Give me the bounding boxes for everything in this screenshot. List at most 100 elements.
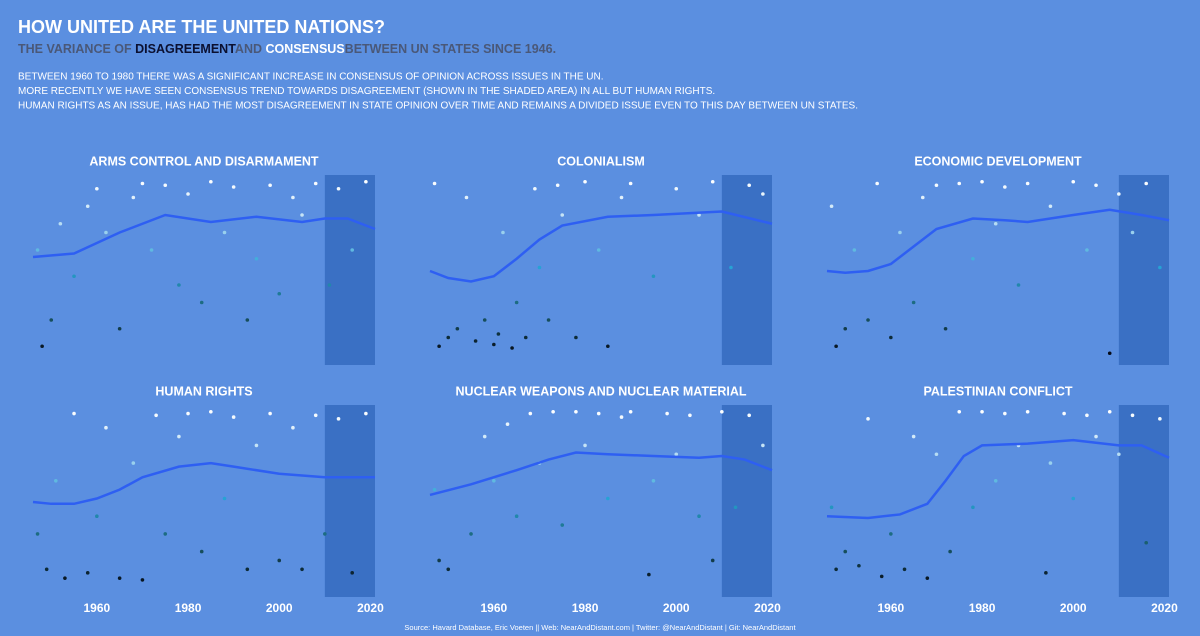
description-line: MORE RECENTLY WE HAVE SEEN CONSENSUS TRE… — [18, 86, 715, 97]
point — [688, 413, 692, 418]
point — [747, 413, 751, 418]
point — [651, 479, 656, 483]
point — [336, 417, 341, 421]
point — [710, 179, 715, 184]
point — [177, 434, 181, 439]
point — [697, 514, 701, 518]
point — [437, 558, 441, 563]
point — [1117, 192, 1121, 196]
point — [957, 181, 962, 186]
point — [710, 558, 715, 563]
point — [957, 409, 962, 414]
point — [1071, 496, 1076, 501]
x-tick-label: 1960 — [480, 601, 507, 615]
subtitle-part: AND — [235, 42, 266, 56]
point — [473, 339, 478, 343]
point — [432, 181, 437, 186]
point — [980, 409, 984, 414]
point — [58, 221, 63, 226]
point — [85, 204, 90, 209]
point — [720, 409, 724, 414]
point — [446, 335, 451, 340]
point — [254, 256, 259, 261]
trend-line — [32, 461, 375, 506]
point — [209, 409, 213, 414]
point — [505, 422, 510, 426]
point — [875, 181, 879, 186]
point — [95, 186, 99, 191]
point — [647, 572, 651, 577]
point — [364, 179, 368, 184]
point — [533, 186, 537, 191]
description-line: HUMAN RIGHTS AS AN ISSUE, HAS HAD THE MO… — [18, 101, 858, 112]
point — [72, 411, 76, 416]
point — [1107, 351, 1112, 356]
point — [291, 195, 295, 200]
point — [1158, 265, 1162, 270]
point — [199, 549, 204, 554]
x-tick-label: 1980 — [572, 601, 599, 615]
point — [291, 425, 295, 430]
point — [733, 505, 738, 510]
x-tick-label: 2020 — [1151, 601, 1178, 615]
point — [583, 179, 587, 184]
shaded-area — [324, 405, 375, 597]
point — [674, 452, 679, 457]
point — [117, 576, 122, 580]
point — [1044, 571, 1048, 575]
point — [1094, 183, 1098, 188]
point — [761, 443, 765, 448]
point — [35, 532, 40, 536]
point — [95, 514, 99, 518]
x-tick-label: 2000 — [266, 601, 293, 615]
point — [222, 496, 227, 501]
shaded-area — [1118, 175, 1169, 365]
point — [574, 409, 578, 414]
trend-line — [32, 213, 376, 259]
point — [432, 487, 437, 492]
trend-line — [429, 451, 773, 497]
subtitle-part: BETWEEN UN STATES SINCE 1946. — [345, 42, 556, 56]
point — [920, 195, 925, 200]
point — [323, 532, 327, 536]
point — [1003, 411, 1007, 416]
x-tick-label: 1960 — [877, 601, 904, 615]
point — [1158, 417, 1162, 421]
point — [514, 514, 519, 518]
point — [1062, 411, 1066, 416]
point — [596, 248, 601, 252]
point — [1048, 461, 1053, 465]
point — [560, 523, 565, 527]
point — [761, 192, 765, 196]
point — [971, 505, 975, 510]
point — [1025, 409, 1030, 414]
point — [606, 496, 610, 501]
point — [697, 213, 701, 217]
shaded-area — [324, 175, 375, 365]
point — [857, 563, 861, 568]
point — [934, 452, 939, 457]
point — [72, 274, 76, 279]
point — [492, 342, 496, 347]
point — [1094, 434, 1098, 439]
panel-title: COLONIALISM — [557, 154, 645, 168]
point — [651, 274, 656, 279]
point — [902, 567, 907, 572]
subtitle-part: DISAGREEMENT — [135, 42, 236, 56]
point — [63, 576, 67, 580]
chart-title: HOW UNITED ARE THE UNITED NATIONS? — [18, 17, 385, 37]
trend-line — [429, 210, 773, 283]
point — [140, 578, 145, 582]
point — [209, 179, 213, 184]
point — [104, 230, 108, 235]
point — [1085, 413, 1089, 418]
point — [829, 204, 834, 209]
point — [40, 344, 44, 349]
point — [889, 532, 893, 536]
trend-line — [826, 208, 1170, 275]
point — [606, 344, 610, 349]
subtitle: THE VARIANCE OF DISAGREEMENTAND CONSENSU… — [18, 42, 556, 56]
point — [163, 532, 168, 536]
panel-title: ARMS CONTROL AND DISARMAMENT — [89, 154, 319, 168]
trend-line — [826, 438, 1170, 520]
